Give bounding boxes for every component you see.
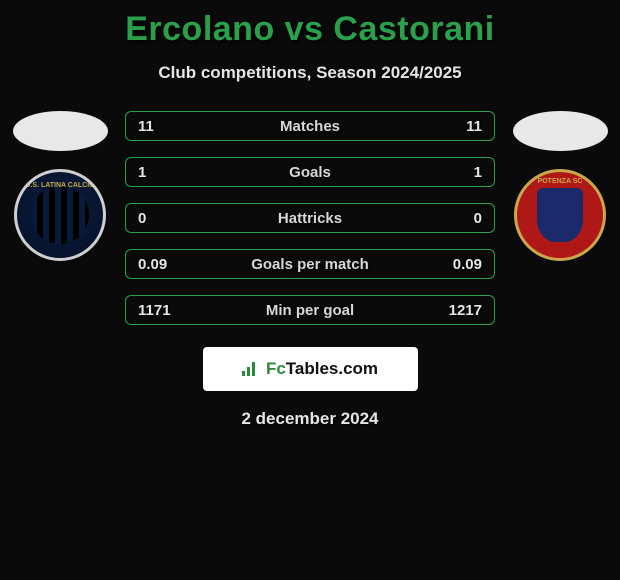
- stat-left-value: 1: [138, 164, 178, 181]
- brand-text: FcTables.com: [266, 359, 378, 379]
- crest-left-label: U.S. LATINA CALCIO: [25, 182, 94, 189]
- comparison-panel: U.S. LATINA CALCIO POTENZA SC 11 Matches…: [0, 111, 620, 429]
- stat-right-value: 0: [442, 210, 482, 227]
- stat-left-value: 1171: [138, 302, 178, 319]
- brand-box: FcTables.com: [203, 347, 418, 391]
- subtitle: Club competitions, Season 2024/2025: [0, 63, 620, 83]
- stat-row: 0.09 Goals per match 0.09: [125, 249, 495, 279]
- stats-list: 11 Matches 11 1 Goals 1 0 Hattricks 0 0.…: [125, 111, 495, 325]
- brand-part2: Tables: [286, 359, 339, 378]
- brand-part1: Fc: [266, 359, 286, 378]
- stat-row: 1171 Min per goal 1217: [125, 295, 495, 325]
- crest-right-label: POTENZA SC: [538, 178, 583, 185]
- stat-label: Goals: [289, 164, 331, 181]
- stat-left-value: 0.09: [138, 256, 178, 273]
- stat-label: Matches: [280, 118, 340, 135]
- player-right-silhouette: [513, 111, 608, 151]
- stat-left-value: 0: [138, 210, 178, 227]
- stat-right-value: 1217: [442, 302, 482, 319]
- stat-row: 1 Goals 1: [125, 157, 495, 187]
- player-left-column: U.S. LATINA CALCIO: [0, 111, 120, 261]
- stat-label: Min per goal: [266, 302, 354, 319]
- stat-left-value: 11: [138, 118, 178, 135]
- bar-chart-icon: [242, 362, 260, 376]
- brand-suffix: .com: [338, 359, 378, 378]
- stat-right-value: 11: [442, 118, 482, 135]
- date-text: 2 december 2024: [0, 409, 620, 429]
- stat-row: 0 Hattricks 0: [125, 203, 495, 233]
- stat-row: 11 Matches 11: [125, 111, 495, 141]
- stat-label: Goals per match: [251, 256, 369, 273]
- page-title: Ercolano vs Castorani: [0, 0, 620, 49]
- player-left-silhouette: [13, 111, 108, 151]
- club-crest-left: U.S. LATINA CALCIO: [14, 169, 106, 261]
- club-crest-right: POTENZA SC: [514, 169, 606, 261]
- stat-right-value: 0.09: [442, 256, 482, 273]
- player-right-column: POTENZA SC: [500, 111, 620, 261]
- stat-label: Hattricks: [278, 210, 342, 227]
- stat-right-value: 1: [442, 164, 482, 181]
